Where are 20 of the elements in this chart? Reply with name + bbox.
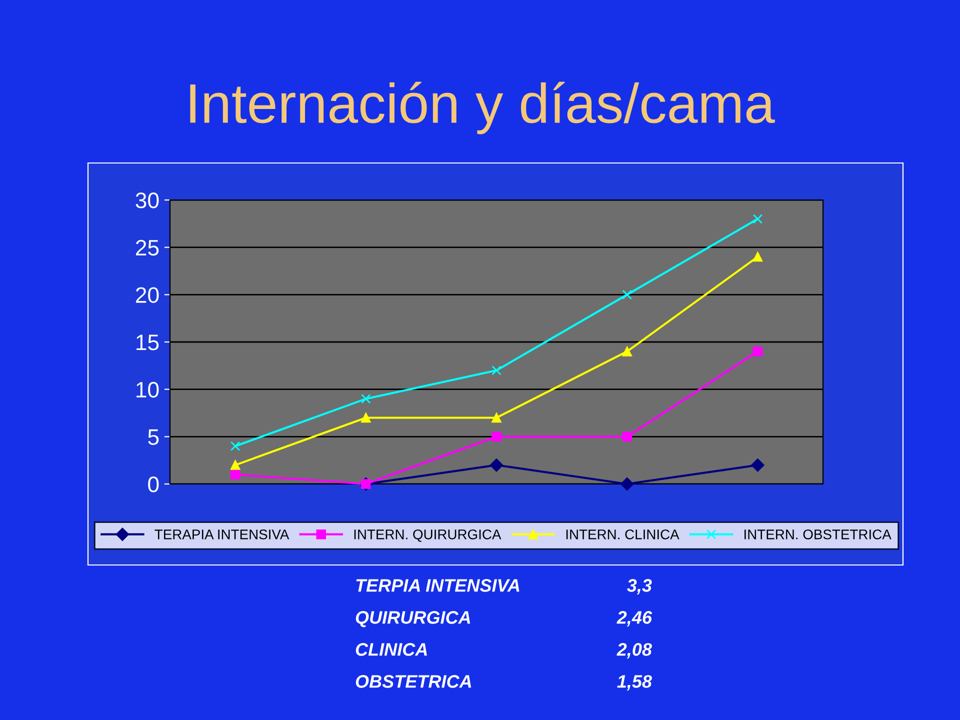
- legend-label: INTERN. QUIRURGICA: [354, 529, 502, 542]
- y-tick-label: 25: [136, 240, 159, 256]
- text: 1,58: [617, 675, 652, 690]
- text: QUIRURGICA: [356, 611, 470, 628]
- chart-title: Internación y días/cama: [190, 82, 775, 134]
- y-tick-label: 5: [148, 429, 159, 445]
- text: OBSTETRICA: [356, 675, 472, 688]
- y-tick-label: 15: [136, 334, 159, 350]
- y-tick-label: 20: [136, 287, 159, 303]
- text: 2,08: [616, 643, 652, 658]
- text: CLINICA: [356, 643, 427, 656]
- legend-label: INTERN. CLINICA: [566, 529, 680, 540]
- legend-label: INTERN. OBSTETRICA: [744, 529, 892, 540]
- y-tick-label: 30: [136, 192, 159, 208]
- text: 2,46: [616, 611, 652, 626]
- text: 3,3: [627, 579, 652, 594]
- text: TERPIA INTENSIVA: [356, 579, 520, 592]
- y-tick-label: 10: [136, 382, 159, 398]
- legend-label: TERAPIA INTENSIVA: [154, 529, 290, 540]
- y-tick-label: 0: [148, 476, 159, 492]
